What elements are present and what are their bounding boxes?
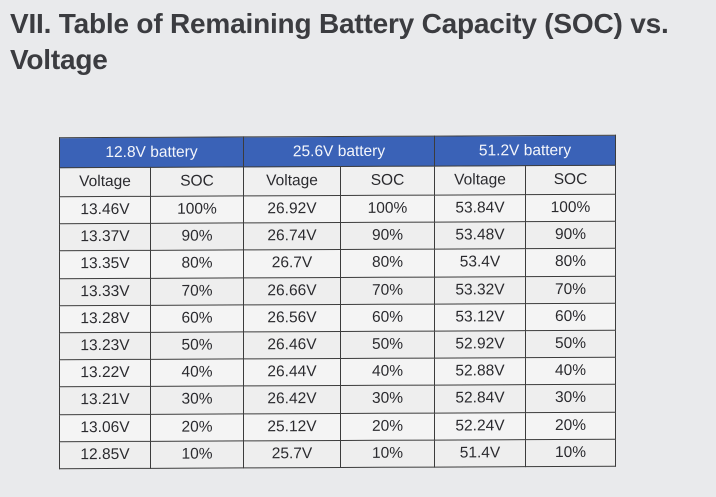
column-header-voltage: Voltage [434, 165, 526, 196]
page-title: VII. Table of Remaining Battery Capacity… [10, 8, 669, 75]
voltage-cell: 13.21V [59, 386, 151, 415]
voltage-cell: 25.12V [243, 412, 341, 441]
soc-cell: 10% [150, 440, 244, 469]
voltage-cell: 13.46V [59, 196, 151, 224]
voltage-cell: 53.48V [434, 221, 526, 250]
soc-cell: 40% [340, 358, 435, 386]
soc-voltage-table: 12.8V battery 25.6V battery 51.2V batter… [59, 134, 616, 470]
table-row: 13.06V 20% 25.12V 20% 52.24V 20% [59, 411, 616, 442]
soc-cell: 60% [150, 304, 244, 333]
group-header-25v: 25.6V battery [243, 136, 435, 167]
voltage-cell: 13.35V [59, 250, 151, 279]
voltage-cell: 13.37V [59, 223, 151, 252]
soc-cell: 50% [525, 330, 616, 358]
column-header-row: Voltage SOC Voltage SOC Voltage SOC [59, 165, 616, 197]
soc-cell: 30% [525, 384, 616, 413]
soc-cell: 30% [150, 386, 244, 414]
soc-cell: 60% [525, 303, 616, 331]
soc-cell: 30% [340, 385, 435, 413]
voltage-cell: 52.92V [434, 330, 526, 359]
voltage-cell: 53.32V [434, 276, 526, 304]
voltage-cell: 13.23V [59, 332, 151, 360]
soc-cell: 70% [150, 277, 244, 306]
voltage-cell: 26.46V [243, 331, 341, 360]
voltage-cell: 25.7V [243, 440, 341, 468]
voltage-cell: 26.44V [243, 358, 341, 387]
soc-cell: 40% [525, 357, 616, 385]
soc-cell: 20% [150, 413, 244, 442]
soc-cell: 10% [525, 438, 616, 467]
column-header-soc: SOC [340, 166, 435, 196]
group-header-row: 12.8V battery 25.6V battery 51.2V batter… [59, 135, 616, 168]
soc-cell: 70% [525, 275, 616, 304]
soc-cell: 90% [525, 221, 616, 250]
soc-cell: 100% [150, 195, 244, 224]
soc-cell: 50% [150, 331, 244, 360]
voltage-cell: 53.84V [434, 194, 526, 223]
voltage-cell: 26.66V [243, 277, 341, 305]
voltage-cell: 53.12V [434, 303, 526, 332]
table-row: 13.22V 40% 26.44V 40% 52.88V 40% [59, 357, 616, 388]
voltage-cell: 26.74V [243, 222, 341, 251]
voltage-cell: 13.22V [59, 359, 151, 388]
table-row: 13.37V 90% 26.74V 90% 53.48V 90% [59, 221, 616, 252]
table-row: 13.35V 80% 26.7V 80% 53.4V 80% [59, 248, 616, 279]
table-row: 13.21V 30% 26.42V 30% 52.84V 30% [59, 384, 616, 415]
voltage-cell: 12.85V [59, 441, 151, 469]
column-header-soc: SOC [150, 166, 244, 197]
soc-cell: 70% [340, 276, 435, 305]
soc-cell: 60% [340, 303, 435, 332]
table-row: 13.28V 60% 26.56V 60% 53.12V 60% [59, 303, 616, 333]
table-row: 13.23V 50% 26.46V 50% 52.92V 50% [59, 330, 616, 360]
table-body: 13.46V 100% 26.92V 100% 53.84V 100% 13.37V 90% 2… [59, 194, 616, 469]
table-row: 13.33V 70% 26.66V 70% 53.32V 70% [59, 275, 616, 306]
voltage-cell: 26.7V [243, 249, 341, 278]
soc-cell: 20% [340, 412, 435, 441]
voltage-cell: 26.56V [243, 304, 341, 332]
soc-cell: 100% [525, 194, 616, 222]
soc-cell: 80% [340, 249, 435, 278]
soc-cell: 80% [525, 248, 616, 277]
voltage-cell: 52.24V [434, 412, 526, 440]
voltage-cell: 26.92V [243, 195, 341, 224]
voltage-cell: 53.4V [434, 249, 526, 277]
soc-cell: 10% [340, 439, 435, 468]
group-header-51v: 51.2V battery [434, 135, 616, 167]
voltage-cell: 52.88V [434, 357, 526, 386]
soc-cell: 40% [150, 359, 244, 387]
soc-cell: 50% [340, 331, 435, 359]
soc-cell: 90% [340, 222, 435, 250]
voltage-cell: 13.28V [59, 305, 151, 333]
voltage-cell: 13.33V [59, 277, 151, 306]
voltage-cell: 13.06V [59, 413, 151, 442]
column-header-voltage: Voltage [59, 167, 151, 197]
voltage-cell: 51.4V [434, 439, 526, 467]
table-row: 13.46V 100% 26.92V 100% 53.84V 100% [59, 194, 616, 224]
table-row: 12.85V 10% 25.7V 10% 51.4V 10% [59, 438, 616, 469]
voltage-cell: 26.42V [243, 385, 341, 414]
soc-cell: 80% [150, 250, 244, 278]
column-header-soc: SOC [525, 165, 616, 195]
column-header-voltage: Voltage [243, 166, 341, 196]
group-header-12v: 12.8V battery [59, 136, 244, 168]
soc-cell: 90% [150, 223, 244, 251]
soc-cell: 20% [525, 411, 616, 440]
soc-cell: 100% [340, 195, 435, 223]
voltage-cell: 52.84V [434, 384, 526, 413]
